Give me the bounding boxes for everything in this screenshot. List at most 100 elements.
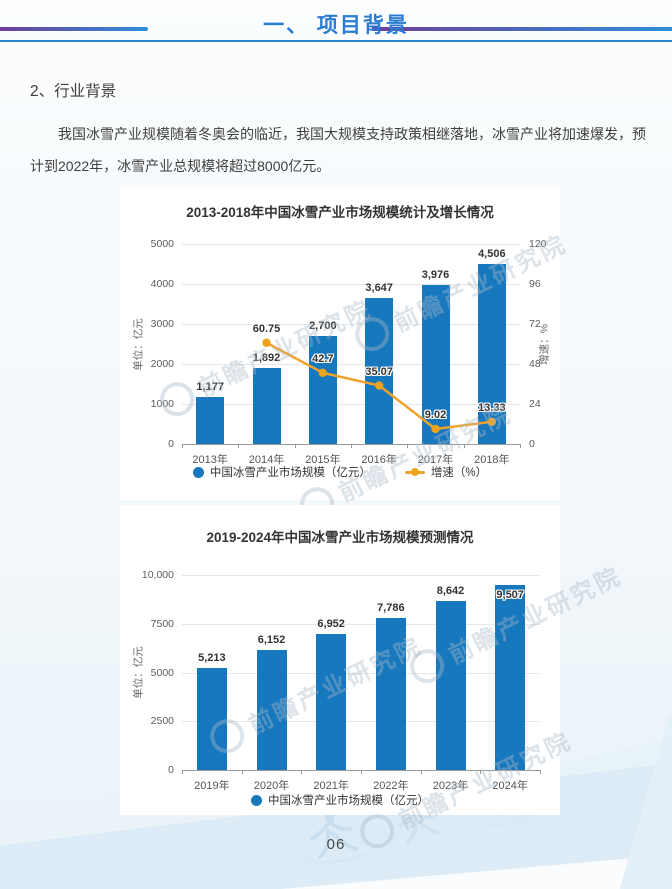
bar <box>375 618 406 770</box>
bar-legend-marker-icon <box>192 466 204 478</box>
gridline <box>182 284 520 285</box>
bar <box>477 263 506 444</box>
gridline <box>182 364 520 365</box>
gridline <box>182 672 540 674</box>
bar-value-label: 4,506 <box>478 247 506 260</box>
bar-value-label: 2,700 <box>309 320 337 332</box>
x-axis-label: 2017年 <box>417 454 454 466</box>
chart1-title: 2013-2018年中国冰雪产业市场规模统计及增长情况 <box>186 205 494 220</box>
x-axis-tick <box>480 770 482 774</box>
x-axis-label: 2021年 <box>313 780 349 792</box>
x-axis-label: 2022年 <box>373 780 409 792</box>
y2-axis-tick: 96 <box>529 278 541 290</box>
gridline <box>182 721 540 723</box>
gridline <box>182 623 540 625</box>
x-axis-tick <box>420 770 422 774</box>
legend-item-bar: 中国冰雪产业市场规模（亿元） <box>251 792 429 808</box>
x-axis-label: 2019年 <box>194 780 230 792</box>
gridline <box>182 324 520 325</box>
x-axis-tick <box>294 444 296 448</box>
bar-value-label: 6,152 <box>257 634 286 647</box>
x-axis-tick <box>241 770 243 774</box>
header-underline <box>0 40 672 42</box>
line-value-label: 13.33 <box>478 401 506 414</box>
y-axis-tick: 0 <box>168 764 174 776</box>
page-number: 06 <box>326 836 346 853</box>
skater-silhouette-icon <box>306 812 368 864</box>
bar-value-label: 3,647 <box>365 282 393 295</box>
bar <box>316 634 347 770</box>
line-value-label: 9.02 <box>424 408 447 421</box>
x-axis-label: 2015年 <box>305 454 341 466</box>
bar <box>421 284 450 444</box>
legend-label: 增速（%） <box>430 467 488 479</box>
header-accent-line-right <box>372 27 672 31</box>
bar <box>308 336 337 444</box>
x-axis-tick <box>520 444 521 448</box>
y-axis-tick: 7500 <box>150 617 174 630</box>
gridline <box>182 404 520 405</box>
legend-item-line: 增速（%） <box>404 464 488 480</box>
bar <box>495 584 526 770</box>
bar-value-label: 9,507 <box>496 588 524 601</box>
y2-axis-tick: 24 <box>529 398 541 410</box>
x-axis-label: 2016年 <box>361 454 397 466</box>
x-axis-label: 2013年 <box>192 454 228 466</box>
chart1-card: 2013-2018年中国冰雪产业市场规模统计及增长情况 单位：亿元 增速：% 5… <box>120 188 572 527</box>
chart1-left-axis-name: 单位：亿元 <box>132 318 145 371</box>
page-title: 一、 项目背景 <box>263 14 409 37</box>
x-axis-label: 2014年 <box>248 454 285 466</box>
y2-axis-tick: 48 <box>529 358 541 370</box>
x-axis-tick <box>361 770 362 774</box>
bar-value-label: 8,642 <box>436 585 465 598</box>
x-axis-label: 2023年 <box>432 780 469 792</box>
x-axis-tick <box>301 770 303 774</box>
chart2-legend: 中国冰雪产业市场规模（亿元） <box>120 792 560 808</box>
x-axis-tick <box>407 444 409 448</box>
bar <box>256 650 287 770</box>
section-heading: 2、行业背景 <box>30 83 117 100</box>
bar <box>365 298 394 444</box>
bar <box>196 396 225 444</box>
chart1-plot: 5000 120 4000 96 3000 72 2000 48 1000 24 0 0 2013年 1,… <box>151 238 547 466</box>
y2-axis-tick: 72 <box>529 318 541 330</box>
y-axis-tick: 2000 <box>150 358 174 370</box>
bar-value-label: 5,213 <box>198 652 226 665</box>
line-value-label: 60.75 <box>252 322 281 335</box>
line-legend-marker-icon <box>404 468 425 476</box>
x-axis-tick <box>182 770 183 774</box>
bar-value-label: 1,892 <box>252 352 281 365</box>
y-axis-tick: 5000 <box>150 666 174 679</box>
x-axis-tick <box>351 444 352 448</box>
x-axis-label: 2020年 <box>253 780 290 792</box>
y-axis-tick: 5000 <box>150 238 174 250</box>
bar <box>252 368 281 444</box>
chart2-title: 2019-2024年中国冰雪产业市场规模预测情况 <box>206 530 474 545</box>
gridline <box>182 244 520 245</box>
x-axis-tick <box>540 770 541 774</box>
legend-label: 中国冰雪产业市场规模（亿元） <box>209 467 371 479</box>
x-axis-tick <box>463 444 465 448</box>
header-accent-line-left <box>0 27 148 31</box>
x-axis-label: 2024年 <box>492 780 528 792</box>
bar-value-label: 6,952 <box>317 618 345 631</box>
y-axis-tick: 0 <box>168 438 174 450</box>
line-value-label: 42.7 <box>312 352 334 365</box>
y-axis-tick: 10,000 <box>141 569 174 581</box>
bar-value-label: 3,976 <box>421 268 450 281</box>
bar <box>196 668 227 770</box>
bar-legend-marker-icon <box>251 794 262 806</box>
chart2-card: 2019-2024年中国冰雪产业市场规模预测情况 单位：亿元 10,000 750… <box>120 505 627 854</box>
bar <box>435 601 466 770</box>
body-paragraph: 我国冰雪产业规模随着冬奥会的临近，我国大规模支持政策相继落地，冰雪产业将加速爆发… <box>30 126 646 174</box>
bar-value-label: 7,786 <box>377 602 405 615</box>
y2-axis-tick: 0 <box>529 438 535 450</box>
legend-item-bar: 中国冰雪产业市场规模（亿元） <box>192 464 371 480</box>
line-value-label: 35.07 <box>365 365 393 378</box>
y-axis-tick: 4000 <box>150 278 174 290</box>
y2-axis-tick: 120 <box>529 238 547 250</box>
city-skyline-icon <box>4 753 98 801</box>
gridline <box>182 575 540 576</box>
growth-rate-line <box>262 338 497 434</box>
chart2-plot: 10,000 7500 5000 2500 0 2019年 5,213 2020年 6,152 2… <box>142 569 541 792</box>
